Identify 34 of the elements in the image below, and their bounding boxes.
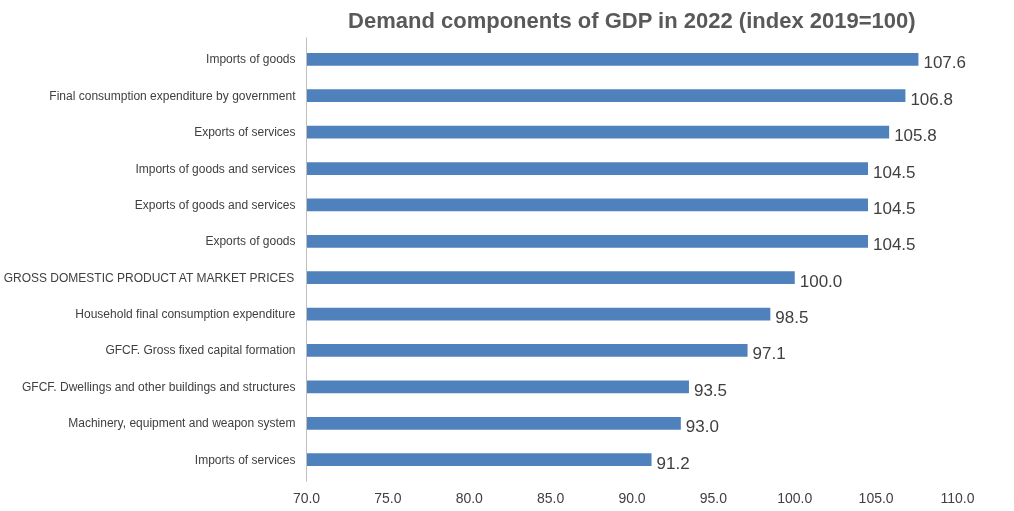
x-tick-label: 80.0 (455, 489, 484, 506)
data-label: 104.5 (872, 162, 916, 182)
data-label: 105.8 (894, 126, 937, 146)
x-tick-label: 90.0 (618, 489, 646, 506)
y-tick-label: GFCF. Dwellings and other buildings and structures (22, 379, 296, 394)
y-tick-label: Final consumption expenditure by government (49, 88, 297, 103)
data-label: 98.5 (775, 308, 809, 328)
y-tick-label: GROSS DOMESTIC PRODUCT AT MARKET PRICES (3, 270, 295, 285)
data-label: 91.2 (656, 453, 690, 473)
chart-title: Demand components of GDP in 2022 (index 2019=100) (348, 7, 916, 33)
data-label: 107.6 (923, 53, 966, 73)
x-tick-label: 95.0 (699, 489, 728, 506)
x-tick-label: 85.0 (537, 489, 565, 506)
y-tick-label: Imports of goods and services (135, 161, 296, 176)
y-tick-label: Exports of goods and services (134, 197, 296, 212)
data-label: 106.8 (910, 89, 953, 109)
data-label: 93.0 (685, 417, 719, 437)
y-tick-label: Exports of goods (205, 234, 296, 249)
data-label: 100.0 (799, 271, 843, 291)
y-tick-label: Household final consumption expenditure (75, 307, 296, 322)
x-tick-label: 110.0 (940, 489, 975, 506)
y-tick-label: GFCF. Gross fixed capital formation (105, 343, 296, 358)
y-tick-label: Imports of goods (206, 52, 296, 67)
x-tick-label: 70.0 (292, 489, 321, 506)
y-tick-label: Exports of services (194, 125, 296, 140)
y-tick-label: Machinery, equipment and weapon system (68, 416, 296, 431)
y-tick-label: Imports of services (194, 452, 296, 467)
data-label: 104.5 (872, 235, 916, 255)
data-label: 93.5 (693, 380, 728, 400)
data-label: 97.1 (752, 344, 786, 364)
x-tick-label: 105.0 (858, 489, 894, 506)
x-tick-label: 100.0 (777, 489, 813, 506)
x-tick-label: 75.0 (374, 489, 402, 506)
data-label: 104.5 (872, 198, 916, 218)
